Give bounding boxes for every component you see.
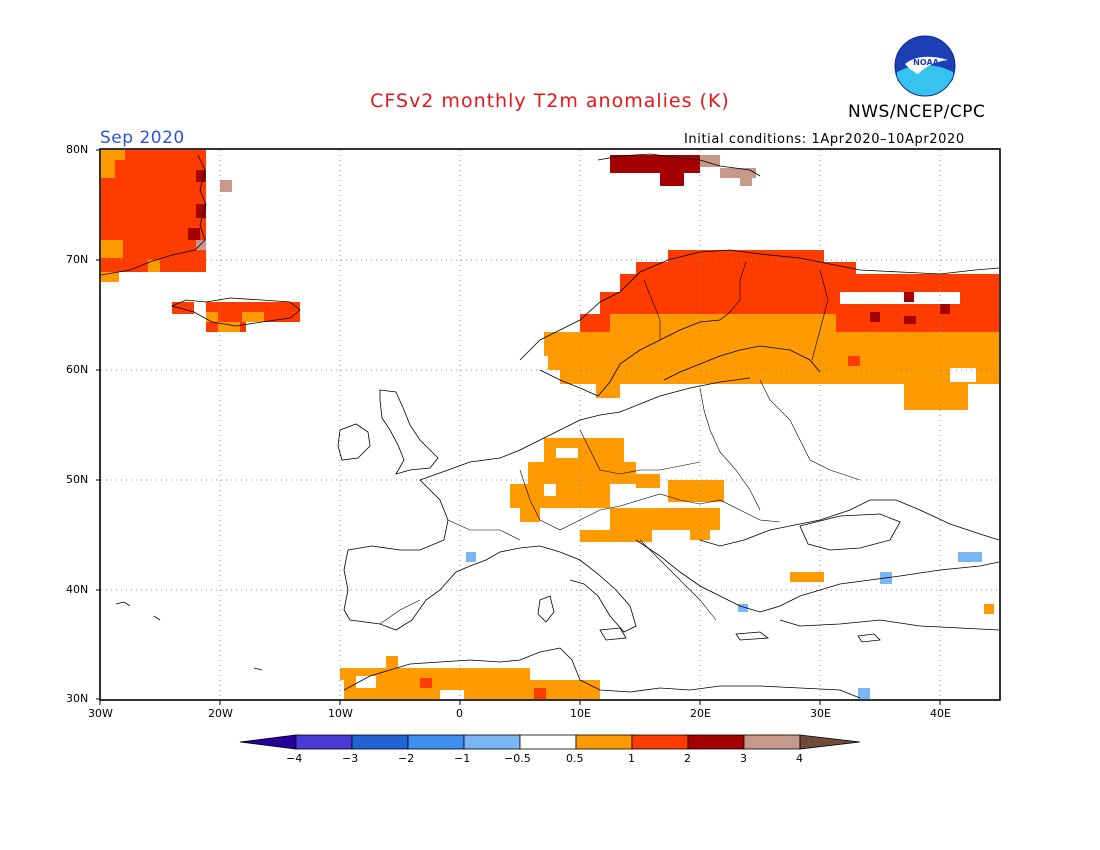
lat-label: 70N [66, 253, 89, 266]
colorbar-segment-10 [799, 734, 861, 750]
colorbar-segment-6 [575, 734, 633, 750]
axis-ticks [96, 149, 941, 705]
country-borders [379, 261, 861, 625]
colorbar-segment-3 [407, 734, 465, 750]
colorbar-label: −2 [398, 752, 415, 765]
lon-label: 30E [810, 707, 831, 720]
colorbar-label: −1 [454, 752, 471, 765]
agency-label: NWS/NCEP/CPC [848, 102, 986, 122]
lon-label: 20E [690, 707, 711, 720]
lon-label: 0 [456, 707, 463, 720]
colorbar-segment-4 [463, 734, 521, 750]
colorbar-segment-1 [295, 734, 353, 750]
lat-label: 40N [66, 583, 89, 596]
colorbar-label: −0.5 [504, 752, 531, 765]
anomaly-north-africa [340, 656, 600, 699]
colorbar-segment-0 [239, 734, 297, 750]
lon-label: 20W [208, 707, 233, 720]
colorbar-segment-9 [743, 734, 801, 750]
map-content [101, 150, 999, 699]
colorbar-label: 4 [796, 752, 803, 765]
lat-label: 80N [66, 143, 89, 156]
colorbar-segment-7 [631, 734, 689, 750]
colorbar-label: 3 [740, 752, 747, 765]
colorbar-segment-8 [687, 734, 745, 750]
anomaly-greenland [101, 150, 232, 282]
anomaly-svalbard [610, 155, 756, 186]
noaa-logo [894, 35, 956, 97]
anomaly-central-europe [510, 438, 724, 542]
chart-title: CFSv2 monthly T2m anomalies (K) [370, 90, 730, 112]
colorbar-label: −3 [342, 752, 359, 765]
lon-label: 40E [930, 707, 951, 720]
colorbar-label: 1 [628, 752, 635, 765]
colorbar-label: 0.5 [566, 752, 584, 765]
lat-label: 30N [66, 692, 89, 705]
colorbar-label: 2 [684, 752, 691, 765]
coastlines [101, 153, 999, 699]
map-frame [99, 148, 1001, 701]
lon-label: 30W [88, 707, 113, 720]
lon-label: 10W [328, 707, 353, 720]
lat-label: 60N [66, 363, 89, 376]
anomaly-iceland [172, 302, 300, 332]
lon-label: 10E [570, 707, 591, 720]
noaa-logo-text: NOAA [913, 58, 939, 67]
colorbar-label: −4 [286, 752, 303, 765]
anomaly-scandinavia [544, 250, 999, 410]
initial-conditions-label: Initial conditions: 1Apr2020–10Apr2020 [684, 132, 965, 147]
colorbar-segment-5 [519, 734, 577, 750]
colorbar-segment-2 [351, 734, 409, 750]
colorbar [239, 734, 861, 750]
lat-label: 50N [66, 473, 89, 486]
period-label: Sep 2020 [100, 128, 185, 148]
